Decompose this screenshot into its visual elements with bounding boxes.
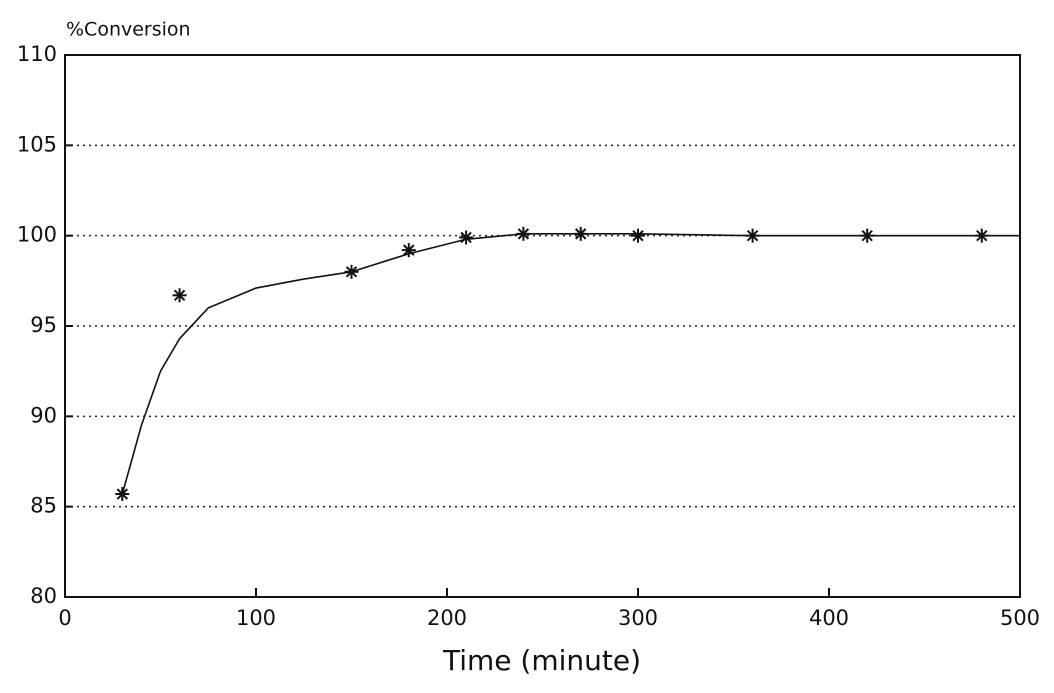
data-point — [459, 230, 474, 245]
marker-stroke — [173, 289, 186, 301]
data-point — [631, 228, 645, 243]
x-axis-label: Time (minute) — [442, 644, 641, 677]
y-tick-label: 90 — [30, 403, 57, 427]
marker-stroke — [403, 244, 415, 256]
y-tick-label: 95 — [30, 313, 57, 337]
x-tick-label: 200 — [427, 606, 467, 630]
y-axis-label: %Conversion — [66, 19, 191, 41]
y-tick-label: 100 — [17, 223, 57, 247]
x-tick-label: 300 — [618, 606, 658, 630]
fit-curve — [121, 233, 1020, 495]
x-tick-label: 400 — [809, 606, 849, 630]
y-tick-label: 80 — [30, 584, 57, 608]
x-tick-label: 500 — [1000, 606, 1040, 630]
plot-frame — [64, 54, 1021, 598]
y-tick-label: 85 — [30, 494, 57, 518]
y-tick-label: 110 — [17, 42, 57, 66]
marker-stroke — [632, 229, 644, 242]
x-tick-label: 100 — [236, 606, 276, 630]
x-tick-label: 0 — [58, 606, 71, 630]
y-tick-label: 105 — [17, 132, 57, 156]
data-point — [172, 288, 187, 303]
